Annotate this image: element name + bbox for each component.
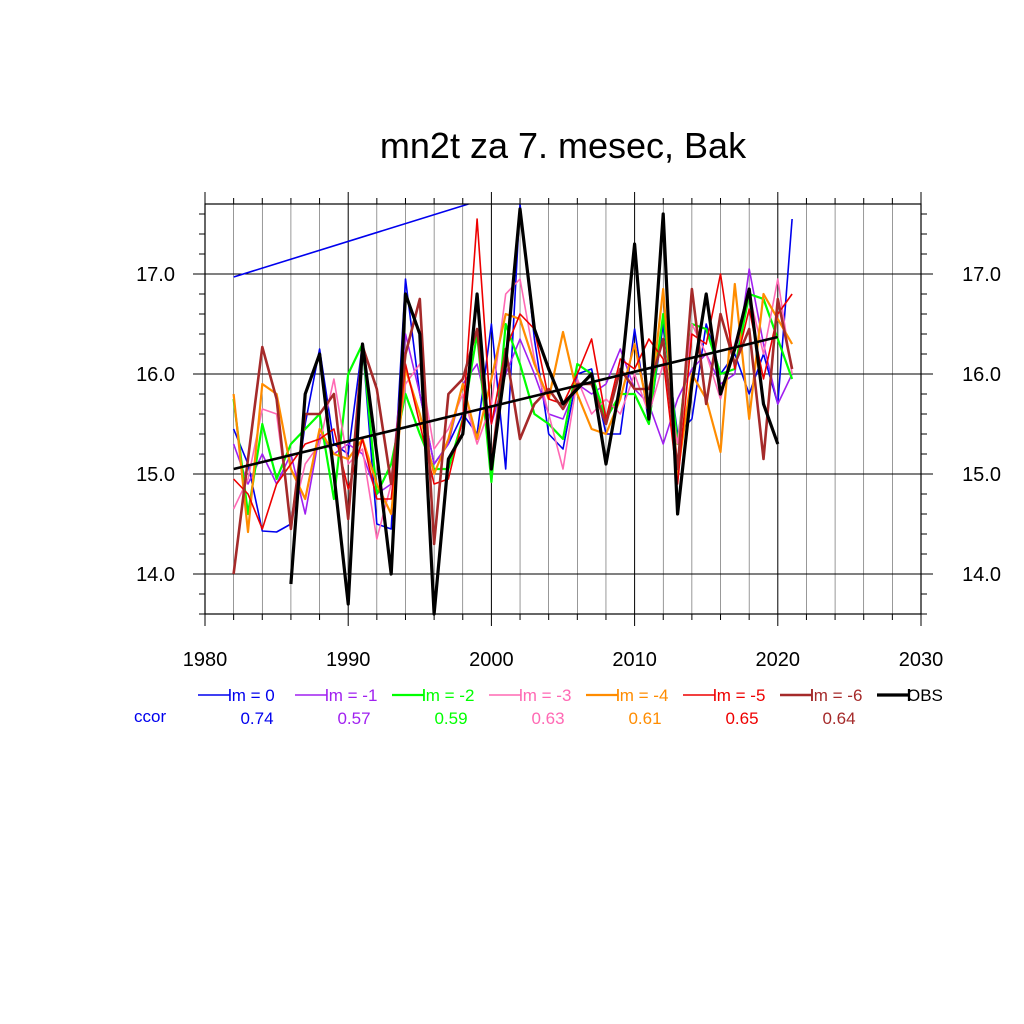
series-line-2: [232, 292, 794, 516]
legend-ccor-value: 0.74: [240, 709, 273, 728]
series-line-0: [232, 203, 793, 533]
y-tick-label-right: 17.0: [962, 264, 1001, 286]
legend-label: lm = -4: [616, 686, 668, 705]
y-tick-label-right: 16.0: [962, 364, 1001, 386]
ccor-label: ccor: [134, 707, 166, 726]
legend-label: lm = -6: [810, 686, 862, 705]
x-tick-label: 2020: [756, 649, 801, 671]
legend-label: lm = -2: [422, 686, 474, 705]
legend: lm = 0 0.74 lm = -1 0.57 lm = -2 0.59 lm = -3 0…: [134, 686, 943, 728]
plot-frame: [204, 203, 922, 615]
series-line-7: [289, 207, 780, 616]
x-tick-label: 2030: [899, 649, 944, 671]
legend-label: lm = -3: [519, 686, 571, 705]
legend-ccor-value: 0.59: [434, 709, 467, 728]
y-tick-label-right: 14.0: [962, 564, 1001, 586]
legend-ccor-value: 0.57: [337, 709, 370, 728]
y-tick-label-left: 16.0: [136, 364, 175, 386]
trend-line-1: [233, 203, 469, 278]
y-tick-label-left: 17.0: [136, 264, 175, 286]
x-tick-label: 1990: [326, 649, 371, 671]
y-tick-label-right: 15.0: [962, 464, 1001, 486]
chart-title: mn2t za 7. mesec, Bak: [380, 125, 747, 166]
x-tick-label: 1980: [183, 649, 228, 671]
legend-ccor-value: 0.61: [628, 709, 661, 728]
series-line-1: [232, 268, 793, 515]
legend-ccor-value: 0.63: [531, 709, 564, 728]
series-line-4: [232, 282, 794, 534]
axes: 1980 1990 2000 2010 2020 2030 14.0 14.0 15.0 15.0…: [136, 192, 1001, 671]
legend-label: lm = -1: [325, 686, 377, 705]
x-tick-label: 2010: [612, 649, 657, 671]
legend-label: lm = 0: [228, 686, 275, 705]
plot-area: [232, 203, 794, 616]
x-tick-label: 2000: [469, 649, 514, 671]
legend-label: lm = -5: [713, 686, 765, 705]
trend-line-0: [233, 335, 779, 471]
legend-label: OBS: [907, 686, 943, 705]
legend-ccor-value: 0.64: [822, 709, 855, 728]
y-tick-label-left: 14.0: [136, 564, 175, 586]
y-tick-label-left: 15.0: [136, 464, 175, 486]
legend-ccor-value: 0.65: [725, 709, 758, 728]
